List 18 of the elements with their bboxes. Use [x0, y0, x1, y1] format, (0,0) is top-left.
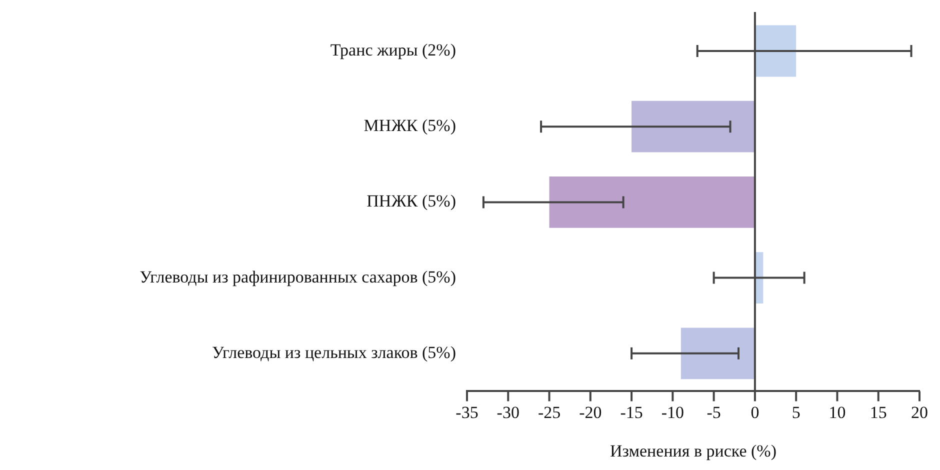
y-tick-label: ПНЖК (5%) — [366, 192, 456, 211]
x-tick-label: -15 — [620, 402, 643, 422]
y-tick-label: Углеводы из цельных злаков (5%) — [212, 342, 456, 362]
x-tick-label: -20 — [579, 402, 602, 422]
y-tick-label: Транс жиры (2%) — [330, 40, 456, 60]
y-tick-label: Углеводы из рафинированных сахаров (5%) — [140, 267, 456, 286]
x-tick-label: 0 — [750, 402, 760, 422]
x-tick-label: 20 — [911, 402, 928, 422]
x-tick-label: -5 — [706, 402, 721, 422]
x-axis-title: Изменения в риске (%) — [610, 441, 776, 460]
y-tick-label: МНЖК (5%) — [364, 116, 456, 136]
x-tick-label: -35 — [456, 402, 478, 422]
x-tick-label: -25 — [538, 402, 561, 422]
x-tick-label: 5 — [792, 402, 800, 422]
x-tick-label: 15 — [870, 402, 887, 422]
x-tick-label: -30 — [496, 402, 520, 422]
x-tick-label: -10 — [661, 402, 684, 422]
x-tick-label: 10 — [828, 402, 846, 422]
